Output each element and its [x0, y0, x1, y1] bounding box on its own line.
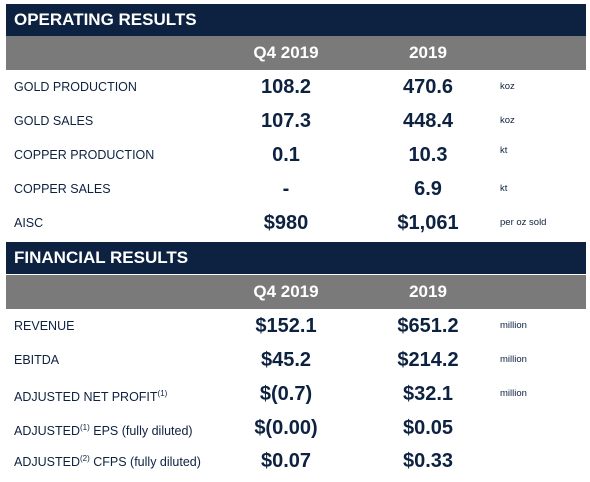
table-row: COPPER SALES - 6.9 kt [6, 172, 586, 206]
row-value-year: $1,061 [397, 212, 459, 234]
row-value-q4: $980 [263, 212, 309, 234]
table-row: ADJUSTED(2) CFPS (fully diluted) $0.07 $… [6, 440, 586, 472]
row-value-q4: $(0.7) [259, 383, 313, 405]
operating-column-header: Q4 2019 2019 [6, 36, 586, 70]
row-label: ADJUSTED(1) EPS (fully diluted) [14, 411, 193, 445]
footnote-marker: (1) [79, 423, 90, 432]
row-unit: million [500, 354, 527, 365]
row-value-q4: $(0.00) [254, 417, 318, 439]
row-unit: kt [500, 183, 508, 194]
row-unit: million [500, 388, 527, 399]
table-row: GOLD SALES 107.3 448.4 koz [6, 104, 586, 138]
row-value-year: 470.6 [402, 76, 454, 98]
financial-col-year: 2019 [409, 282, 447, 301]
financial-results-title: FINANCIAL RESULTS [14, 248, 189, 267]
row-label: ADJUSTED(2) CFPS (fully diluted) [14, 440, 201, 472]
row-value-year: 10.3 [408, 144, 448, 166]
table-row: AISC $980 $1,061 per oz sold [6, 206, 586, 240]
row-value-q4: 108.2 [260, 76, 312, 98]
row-label-rest: CFPS (fully diluted) [89, 455, 201, 469]
row-label: COPPER SALES [14, 182, 111, 196]
row-value-year: 448.4 [402, 110, 454, 132]
operating-col-year: 2019 [409, 43, 447, 62]
row-label-text: ADJUSTED [14, 455, 80, 469]
table-row: COPPER PRODUCTION 0.1 10.3 kt [6, 138, 586, 172]
operating-col-q4: Q4 2019 [253, 43, 319, 62]
row-value-q4: $45.2 [260, 349, 312, 371]
row-value-year: $0.05 [402, 417, 454, 439]
row-value-q4: $0.07 [260, 450, 312, 472]
footnote-marker: (2) [79, 454, 90, 463]
table-row: ADJUSTED(1) EPS (fully diluted) $(0.00) … [6, 411, 586, 445]
table-row: GOLD PRODUCTION 108.2 470.6 koz [6, 70, 586, 104]
row-value-q4: 107.3 [260, 110, 312, 132]
row-value-q4: - [282, 178, 290, 200]
row-value-year: $32.1 [402, 383, 454, 405]
row-label-text: ADJUSTED [14, 424, 80, 438]
row-label-text: ADJUSTED NET PROFIT [14, 390, 158, 404]
footnote-marker: (1) [157, 389, 168, 398]
table-row: EBITDA $45.2 $214.2 million [6, 343, 586, 377]
table-row: REVENUE $152.1 $651.2 million [6, 309, 586, 343]
row-unit: million [500, 320, 527, 331]
operating-results-title: OPERATING RESULTS [14, 10, 197, 29]
row-label: REVENUE [14, 319, 75, 333]
row-value-year: $214.2 [397, 349, 459, 371]
row-label: GOLD SALES [14, 114, 94, 128]
row-label: COPPER PRODUCTION [14, 148, 155, 162]
row-label: EBITDA [14, 353, 60, 367]
row-label: AISC [14, 216, 44, 230]
table-row: ADJUSTED NET PROFIT(1) $(0.7) $32.1 mill… [6, 377, 586, 411]
row-label: GOLD PRODUCTION [14, 80, 137, 94]
row-value-q4: $152.1 [255, 315, 317, 337]
row-label: ADJUSTED NET PROFIT(1) [14, 377, 167, 411]
row-value-year: $651.2 [397, 315, 459, 337]
financial-col-q4: Q4 2019 [253, 282, 319, 301]
row-label-rest: EPS (fully diluted) [89, 424, 193, 438]
row-value-q4: 0.1 [272, 144, 300, 166]
row-value-year: $0.33 [402, 450, 454, 472]
financial-column-header: Q4 2019 2019 [6, 275, 586, 309]
operating-results-header: OPERATING RESULTS [6, 4, 586, 36]
row-value-year: 6.9 [414, 178, 442, 200]
row-unit: koz [500, 115, 515, 126]
financial-results-header: FINANCIAL RESULTS [6, 242, 586, 274]
row-unit: kt [500, 145, 508, 156]
row-unit: per oz sold [500, 217, 547, 228]
row-unit: koz [500, 81, 515, 92]
